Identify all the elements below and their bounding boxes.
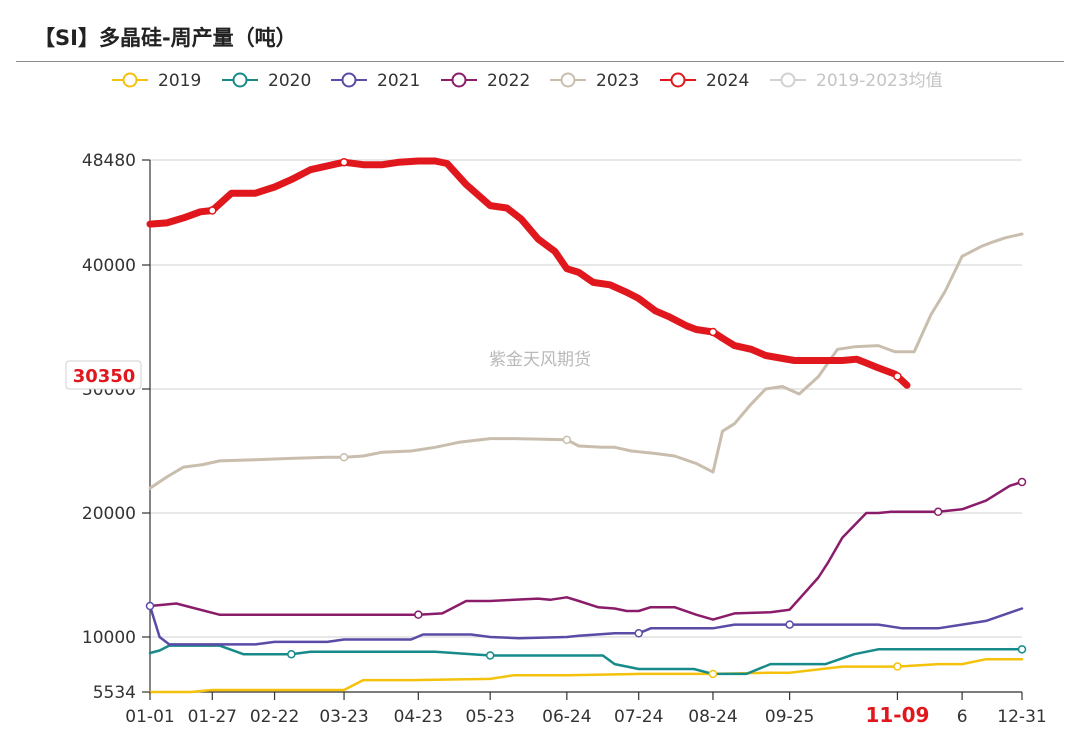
x-tick-label: 04-23 bbox=[394, 707, 443, 727]
legend-marker-2019[interactable] bbox=[122, 72, 138, 88]
series-marker-2021 bbox=[785, 620, 794, 629]
chart-title: 【SI】多晶硅-周产量（吨） bbox=[34, 26, 297, 50]
series-marker-2024 bbox=[708, 327, 718, 337]
x-tick-label: 12-31 bbox=[997, 707, 1046, 727]
y-tick-label: 20000 bbox=[82, 504, 136, 524]
legend-label-2021[interactable]: 2021 bbox=[377, 71, 420, 91]
y-tick-label: 5534 bbox=[93, 683, 136, 703]
title-divider bbox=[16, 61, 1064, 62]
legend: 2019 2020 2021 2022 2023 2024 2019-2023均值 bbox=[112, 71, 943, 91]
legend-label-2019[interactable]: 2019 bbox=[158, 71, 201, 91]
series-marker-2019 bbox=[708, 669, 718, 679]
legend-marker-2022[interactable] bbox=[451, 72, 467, 88]
series-marker-2022 bbox=[414, 610, 423, 619]
x-tick-label: 01-27 bbox=[188, 707, 237, 727]
series-lines bbox=[145, 157, 1027, 694]
y-tick-label: 48480 bbox=[82, 151, 136, 171]
series-marker-2020 bbox=[287, 649, 296, 659]
legend-label-2022[interactable]: 2022 bbox=[487, 71, 530, 91]
series-line-2021 bbox=[148, 604, 1024, 646]
y-tick-label: 10000 bbox=[82, 628, 136, 648]
series-line-2023 bbox=[148, 232, 1024, 490]
y-tick-label: 40000 bbox=[82, 256, 136, 276]
series-marker-2022 bbox=[1017, 477, 1027, 487]
watermark-text: 紫金天风期货 bbox=[489, 350, 591, 370]
series-marker-2021 bbox=[145, 601, 155, 611]
x-tick-label: 01-01 bbox=[125, 707, 174, 727]
legend-marker-2020[interactable] bbox=[232, 72, 248, 88]
x-tick-label: 6 bbox=[957, 707, 968, 727]
legend-marker-2021[interactable] bbox=[341, 72, 357, 88]
series-marker-2023 bbox=[339, 452, 349, 462]
legend-marker-2019-2023均值[interactable] bbox=[780, 72, 796, 88]
series-marker-2022 bbox=[933, 507, 943, 517]
series-marker-2021 bbox=[634, 629, 643, 638]
series-line-2024 bbox=[146, 157, 911, 389]
x-tick-label: 09-25 bbox=[765, 707, 814, 727]
value-pointer: 30350 bbox=[65, 360, 142, 390]
legend-label-2019-2023均值[interactable]: 2019-2023均值 bbox=[816, 71, 943, 91]
legend-label-2024[interactable]: 2024 bbox=[706, 71, 749, 91]
legend-label-2020[interactable]: 2020 bbox=[268, 71, 311, 91]
series-marker-2023 bbox=[562, 435, 572, 445]
axes bbox=[149, 160, 1022, 693]
x-tick-label-highlight: 11-09 bbox=[865, 703, 929, 727]
value-pointer-label: 30350 bbox=[73, 366, 136, 387]
series-marker-2020 bbox=[1017, 645, 1027, 654]
x-tick-label: 06-24 bbox=[542, 707, 591, 727]
legend-marker-2023[interactable] bbox=[560, 72, 576, 88]
series-marker-2020 bbox=[485, 651, 495, 660]
value-pointer-box bbox=[65, 360, 142, 390]
x-tick-label: 03-23 bbox=[319, 707, 368, 727]
series-marker-2019 bbox=[893, 662, 902, 671]
series-line-2022 bbox=[148, 480, 1024, 621]
grid-lines bbox=[150, 159, 1022, 693]
legend-label-2023[interactable]: 2023 bbox=[596, 71, 639, 91]
series-line-2020 bbox=[148, 644, 1024, 676]
x-tick-label: 07-24 bbox=[614, 707, 663, 727]
series-line-2019 bbox=[148, 657, 1024, 694]
series-marker-2024 bbox=[208, 206, 217, 215]
series-marker-2024 bbox=[339, 157, 349, 167]
series-marker-2024 bbox=[893, 372, 902, 381]
x-tick-label: 02-22 bbox=[250, 707, 299, 727]
x-tick-label: 05-23 bbox=[465, 707, 514, 727]
legend-marker-2024[interactable] bbox=[670, 72, 686, 88]
x-tick-label: 08-24 bbox=[688, 707, 737, 727]
